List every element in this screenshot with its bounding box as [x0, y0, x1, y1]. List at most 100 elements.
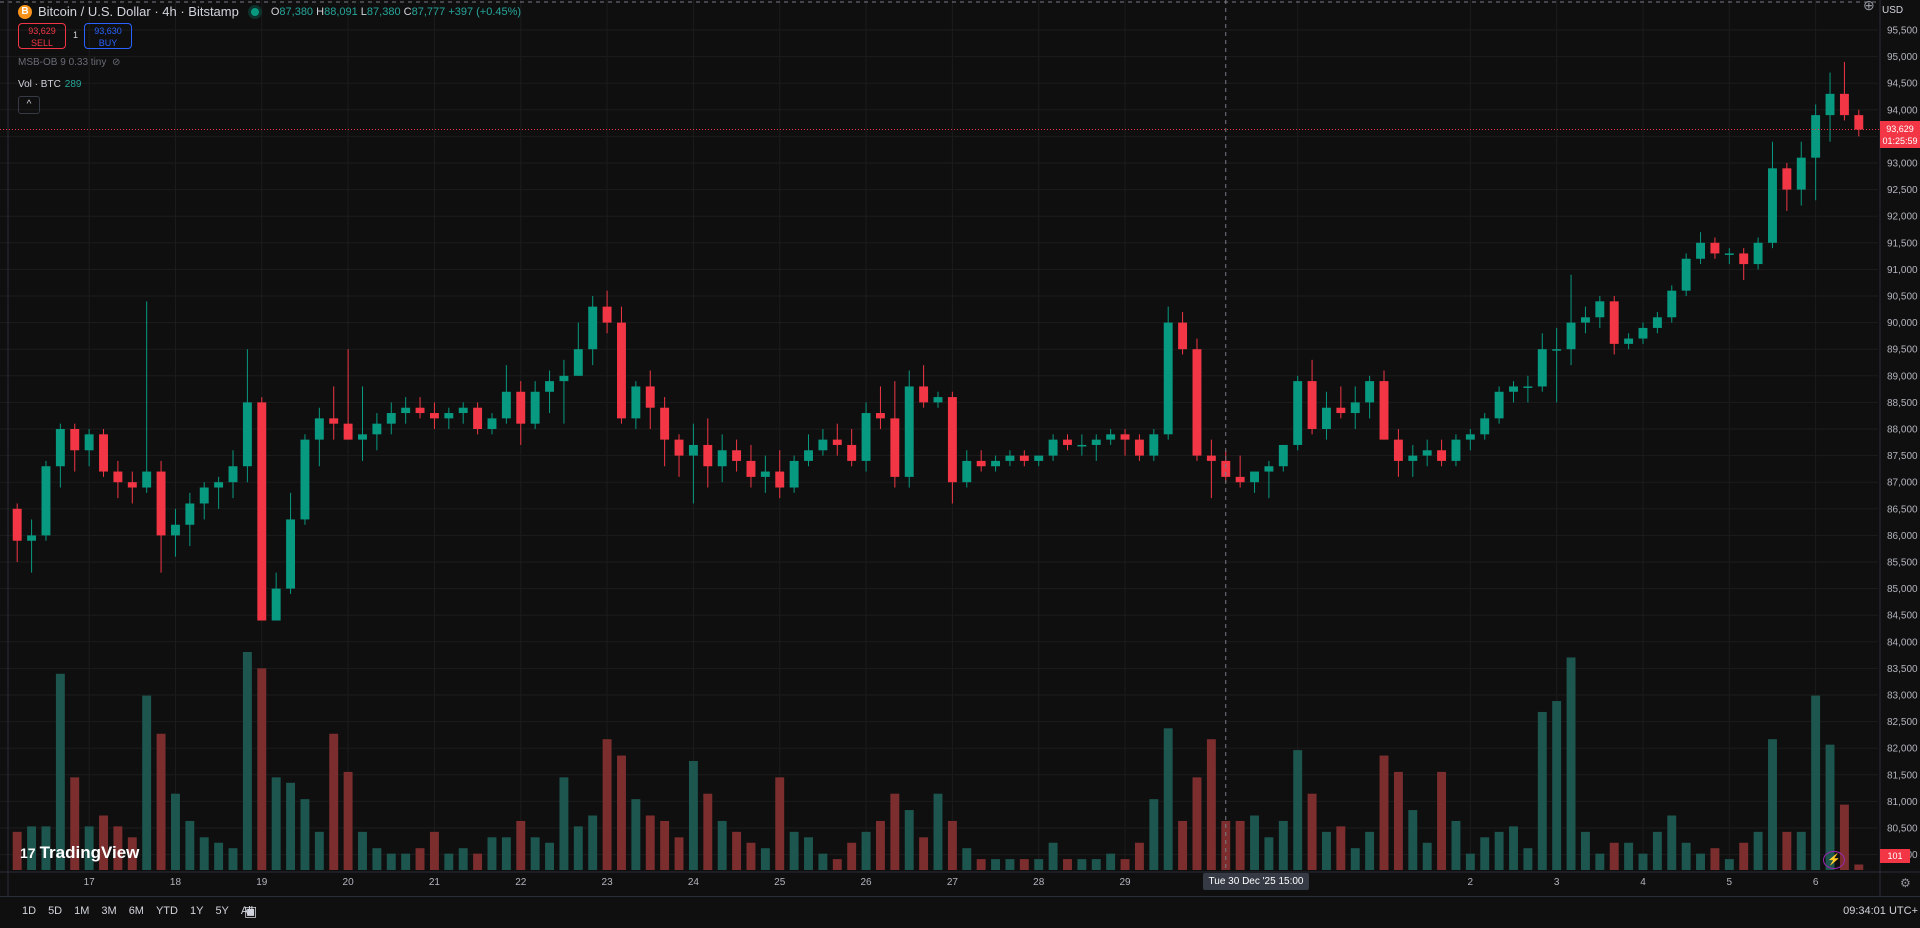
- price-tick-label: 87,500: [1887, 451, 1918, 462]
- candle-body: [516, 391, 526, 424]
- sell-button[interactable]: 93,629 SELL: [18, 23, 66, 49]
- volume-bar: [1624, 842, 1634, 870]
- volume-bar: [1839, 804, 1849, 870]
- range-button-all[interactable]: All: [240, 905, 254, 917]
- volume-bar: [645, 815, 655, 870]
- volume-bar: [1235, 820, 1245, 870]
- candle-body: [1811, 115, 1821, 158]
- time-tick-label: 24: [688, 877, 700, 888]
- volume-bar: [84, 826, 94, 870]
- volume-bar: [1149, 799, 1159, 870]
- price-tick-label: 89,500: [1887, 345, 1918, 356]
- candle-body: [1336, 407, 1346, 414]
- volume-bar: [1796, 831, 1806, 870]
- candle-body: [688, 444, 698, 456]
- candle-body: [703, 444, 713, 467]
- candle-body: [861, 413, 871, 461]
- symbol-legend[interactable]: B Bitcoin / U.S. Dollar · 4h · Bitstamp …: [18, 4, 521, 19]
- price-tick-label: 82,500: [1887, 717, 1918, 728]
- candle-body: [41, 466, 51, 536]
- volume-bar: [602, 739, 612, 870]
- volume-bar: [242, 652, 252, 870]
- volume-bar: [1278, 820, 1288, 870]
- currency-label[interactable]: USD: [1882, 5, 1904, 16]
- price-tick-label: 88,000: [1887, 425, 1918, 436]
- volume-bar: [559, 777, 569, 870]
- tradingview-logo-mark: 17: [20, 845, 36, 861]
- candle-body: [1048, 439, 1058, 456]
- range-button-5y[interactable]: 5Y: [215, 905, 229, 917]
- volume-bar: [1696, 853, 1706, 870]
- candle-body: [1580, 317, 1590, 323]
- volume-bar: [976, 859, 986, 870]
- candle-body: [1379, 381, 1389, 440]
- tradingview-logo-text: TradingView: [39, 843, 140, 862]
- volume-bar: [1192, 777, 1202, 870]
- volume-bar: [847, 842, 857, 870]
- volume-bar: [1494, 831, 1504, 870]
- buy-label: BUY: [98, 38, 118, 48]
- symbol-title[interactable]: Bitcoin / U.S. Dollar · 4h · Bitstamp: [38, 4, 239, 19]
- volume-bar: [444, 853, 454, 870]
- range-button-1m[interactable]: 1M: [74, 905, 90, 917]
- volume-bar: [257, 668, 267, 870]
- range-button-3m[interactable]: 3M: [101, 905, 117, 917]
- change-value: +397 (+0.45%): [448, 5, 522, 18]
- volume-bar: [962, 848, 972, 870]
- candle-body: [1552, 349, 1562, 351]
- candle-body: [487, 418, 497, 429]
- candle-body: [1437, 450, 1447, 461]
- gear-icon[interactable]: ⚙: [1900, 876, 1911, 890]
- candle-body: [1825, 93, 1835, 116]
- candle-body: [1365, 381, 1375, 403]
- candle-body: [1163, 322, 1173, 435]
- volume-value: 289: [64, 79, 82, 90]
- buy-price: 93,630: [94, 26, 122, 36]
- volume-bar: [933, 793, 943, 870]
- range-button-1d[interactable]: 1D: [22, 905, 37, 917]
- spread-value: 1: [73, 30, 79, 40]
- range-button-1y[interactable]: 1Y: [189, 905, 204, 917]
- volume-bar: [1753, 831, 1763, 870]
- indicator-legend[interactable]: MSB-OB 9 0.33 tiny: [18, 57, 107, 68]
- volume-bar: [588, 815, 598, 870]
- time-tick-label: 21: [429, 877, 441, 888]
- volume-bar: [703, 793, 713, 870]
- volume-bar: [372, 848, 382, 870]
- candle-body: [1638, 327, 1648, 339]
- buy-button[interactable]: 93,630 BUY: [84, 23, 132, 49]
- volume-bar: [55, 673, 65, 870]
- volume-bar: [1825, 744, 1835, 870]
- candle-body: [242, 402, 252, 467]
- volume-bar: [1005, 859, 1015, 870]
- candle-body: [847, 444, 857, 461]
- candle-body: [1149, 434, 1159, 456]
- candle-body: [170, 524, 180, 536]
- volume-legend[interactable]: Vol · BTC 289: [18, 79, 81, 90]
- price-tick-label: 85,000: [1887, 584, 1918, 595]
- price-tick-label: 95,000: [1887, 52, 1918, 63]
- candle-body: [358, 434, 367, 440]
- range-button-6m[interactable]: 6M: [128, 905, 144, 917]
- collapse-legend-button[interactable]: ^: [18, 96, 40, 114]
- flash-icon[interactable]: ⚡: [1823, 851, 1845, 869]
- calendar-icon[interactable]: ▣: [244, 903, 258, 919]
- range-button-5d[interactable]: 5D: [48, 905, 63, 917]
- volume-bar: [271, 777, 281, 870]
- add-icon[interactable]: ⊕: [1863, 0, 1875, 13]
- candle-body: [1566, 322, 1576, 350]
- candle-body: [1120, 434, 1130, 440]
- volume-bar: [1048, 842, 1058, 870]
- candle-body: [1652, 317, 1662, 328]
- price-axis[interactable]: 80,00080,50081,00081,50082,00082,50083,0…: [1887, 26, 1918, 862]
- eye-off-icon[interactable]: ⊘: [112, 57, 121, 68]
- range-button-ytd[interactable]: YTD: [155, 905, 178, 917]
- utc-clock[interactable]: 09:34:01 UTC+: [1843, 905, 1918, 917]
- volume-bar: [487, 837, 497, 870]
- time-axis[interactable]: 17181920212223242526272829202623456: [84, 877, 1819, 888]
- candle-body: [1465, 434, 1475, 440]
- volume-bar: [1595, 853, 1605, 870]
- tradingview-logo[interactable]: 17 TradingView: [20, 843, 139, 863]
- price-tick-label: 85,500: [1887, 558, 1918, 569]
